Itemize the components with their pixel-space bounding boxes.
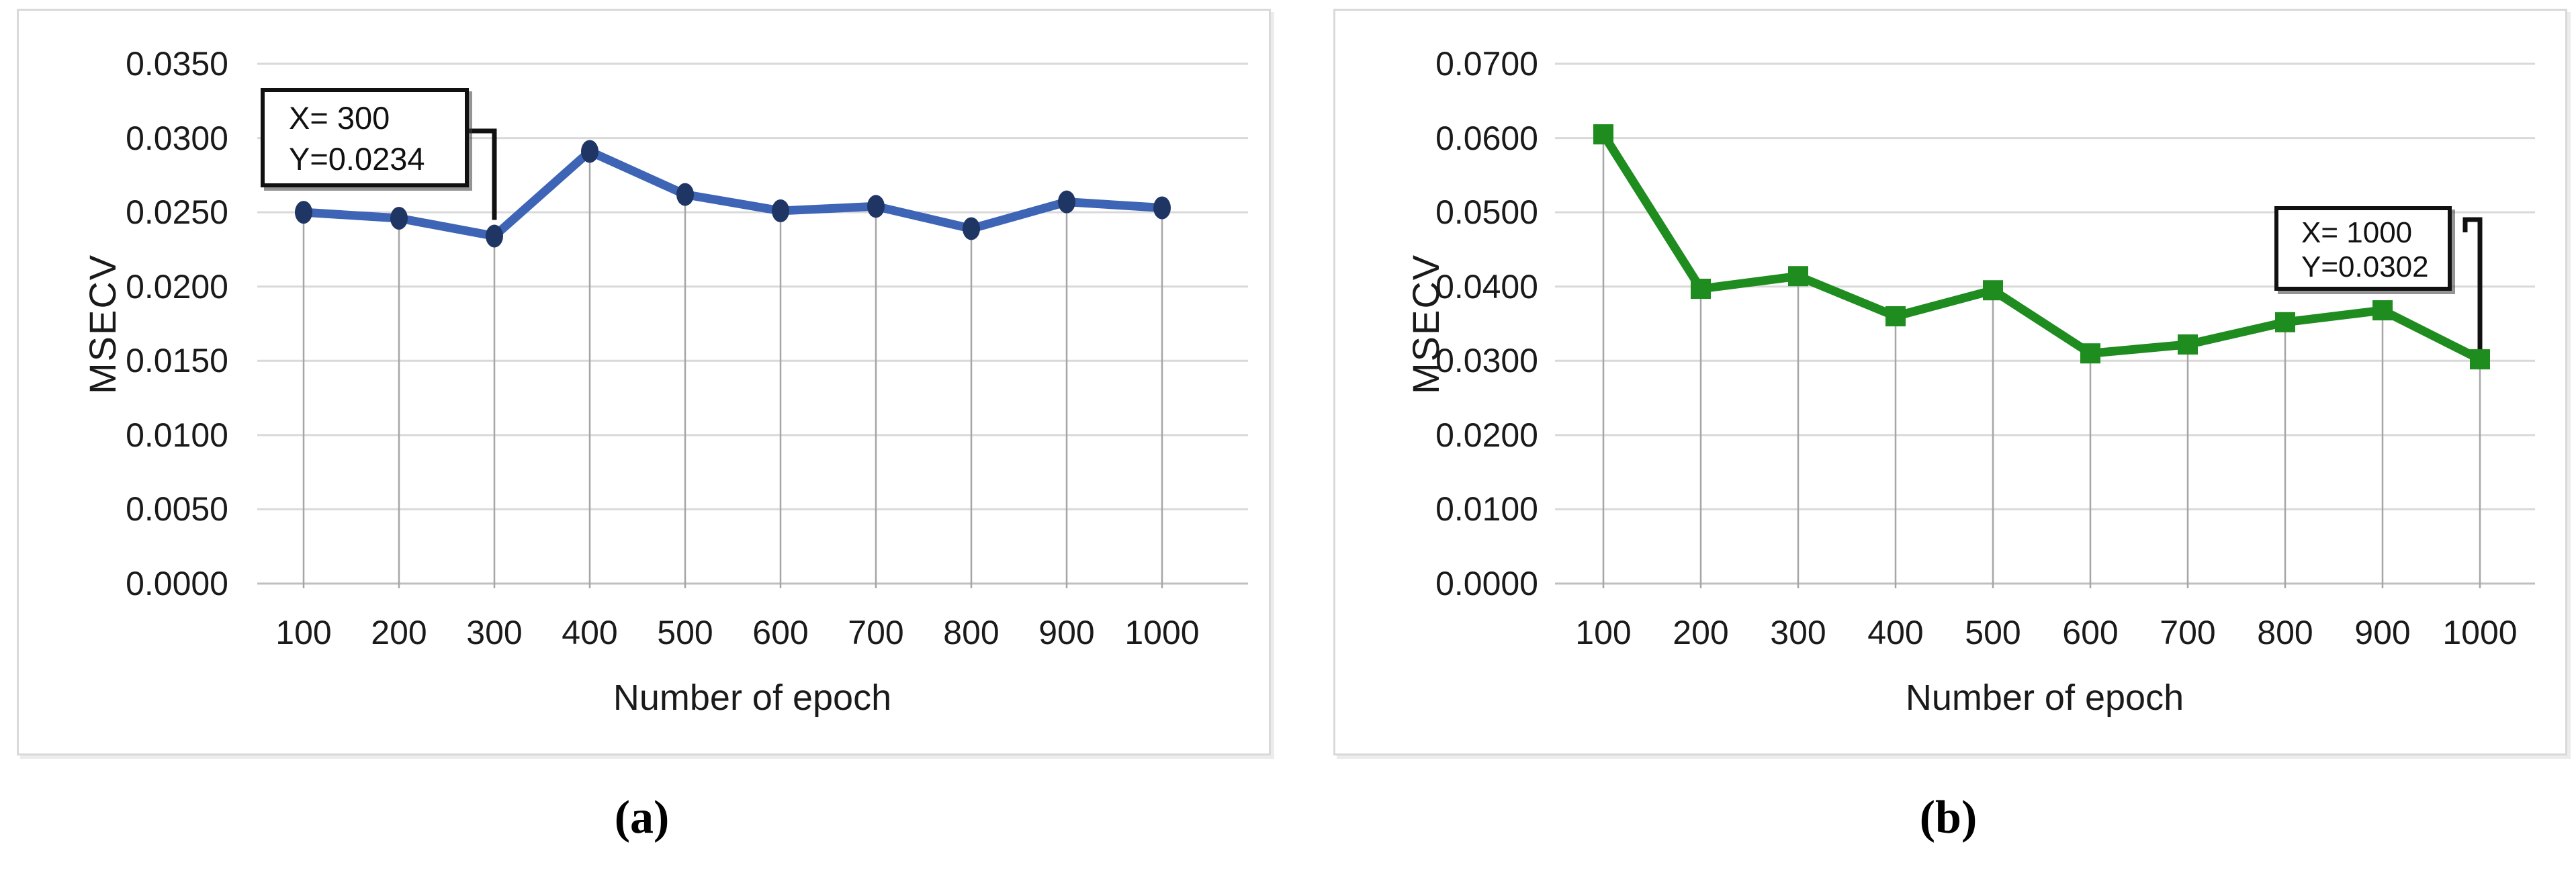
x-axis-tick-label: 300	[466, 614, 523, 651]
data-point-marker	[1593, 124, 1613, 145]
y-axis-tick-label: 0.0000	[1435, 565, 1538, 602]
y-axis-tick-label: 0.0700	[1435, 45, 1538, 83]
data-point-marker	[1788, 266, 1808, 287]
y-axis-tick-label: 0.0150	[126, 342, 228, 380]
x-axis-tick-label: 900	[1038, 614, 1095, 651]
chart-panel-b: MSECV Number of epoch X= 1000 Y=0.0302 0…	[1333, 9, 2567, 755]
chart-b-plot-area	[1555, 62, 2535, 588]
data-point-marker	[295, 201, 312, 224]
chart-panel-a: MSECV Number of epoch X= 300 Y=0.0234 0.…	[17, 9, 1271, 755]
data-point-marker	[1691, 279, 1711, 300]
y-axis-tick-label: 0.0500	[1435, 193, 1538, 232]
annotation-x-value: X= 300	[289, 100, 390, 136]
x-axis-tick-label: 100	[1575, 614, 1632, 651]
data-point-marker	[1058, 190, 1075, 214]
data-point-marker	[676, 183, 694, 206]
x-axis-tick-label: 600	[2062, 614, 2119, 651]
series-line	[1599, 130, 2485, 364]
x-axis-tick-label: 900	[2354, 614, 2411, 651]
data-point-marker	[390, 206, 408, 230]
x-axis-tick-label: 800	[2257, 614, 2313, 651]
x-axis-tick-label: 600	[752, 614, 809, 651]
annotation-box: X= 300 Y=0.0234	[261, 88, 469, 187]
y-axis-tick-label: 0.0050	[126, 490, 228, 528]
annotation-x-value: X= 1000	[2301, 216, 2413, 249]
data-point-marker	[581, 140, 598, 163]
x-axis-tick-label: 200	[1673, 614, 1729, 651]
data-point-marker	[1153, 196, 1171, 220]
annotation-y-value: Y=0.0234	[289, 141, 425, 177]
data-point-marker	[867, 195, 885, 218]
x-axis-title: Number of epoch	[1905, 678, 2184, 718]
x-axis-tick-label: 100	[275, 614, 332, 651]
x-axis-tick-label: 400	[1867, 614, 1924, 651]
y-axis-tick-label: 0.0000	[126, 565, 228, 602]
y-axis-tick-label: 0.0200	[1435, 416, 1538, 454]
data-point-marker	[1983, 280, 2003, 301]
y-axis-tick-label: 0.0600	[1435, 119, 1538, 157]
annotation-y-value: Y=0.0302	[2301, 250, 2429, 283]
annotation-leader-line	[2462, 217, 2483, 363]
data-point-marker	[2470, 349, 2490, 370]
y-axis-tick-label: 0.0250	[126, 193, 228, 232]
y-axis-tick-label: 0.0100	[1435, 490, 1538, 528]
data-point-marker	[1885, 306, 1906, 326]
data-point-marker	[2372, 300, 2393, 321]
series-line	[299, 146, 1167, 241]
y-axis-tick-label: 0.0200	[126, 267, 228, 306]
x-axis-tick-label: 200	[371, 614, 427, 651]
data-point-marker	[963, 217, 980, 240]
data-point-marker	[486, 224, 503, 248]
data-point-marker	[2080, 343, 2100, 364]
annotation-box: X= 1000 Y=0.0302	[2274, 206, 2452, 291]
data-point-marker	[2275, 312, 2295, 332]
y-axis-tick-label: 0.0400	[1435, 267, 1538, 306]
y-axis-tick-label: 0.0300	[1435, 342, 1538, 380]
y-axis-tick-label: 0.0300	[126, 119, 228, 157]
figure-caption-b: (b)	[1919, 792, 1978, 843]
y-axis-tick-label: 0.0100	[126, 416, 228, 454]
x-axis-title: Number of epoch	[613, 678, 892, 718]
x-axis-tick-label: 700	[2160, 614, 2216, 651]
x-axis-tick-label: 300	[1770, 614, 1826, 651]
y-axis-tick-label: 0.0350	[126, 45, 228, 83]
data-point-marker	[772, 199, 789, 222]
x-axis-tick-label: 400	[562, 614, 618, 651]
x-axis-tick-label: 1000	[2442, 614, 2518, 651]
x-axis-tick-label: 1000	[1124, 614, 1200, 651]
figure-caption-a: (a)	[614, 792, 670, 843]
x-axis-tick-label: 800	[943, 614, 1000, 651]
x-axis-tick-label: 500	[657, 614, 713, 651]
data-point-marker	[2178, 334, 2198, 355]
chart-a-plot-area	[257, 62, 1248, 588]
x-axis-tick-label: 700	[848, 614, 904, 651]
x-axis-tick-label: 500	[1965, 614, 2021, 651]
